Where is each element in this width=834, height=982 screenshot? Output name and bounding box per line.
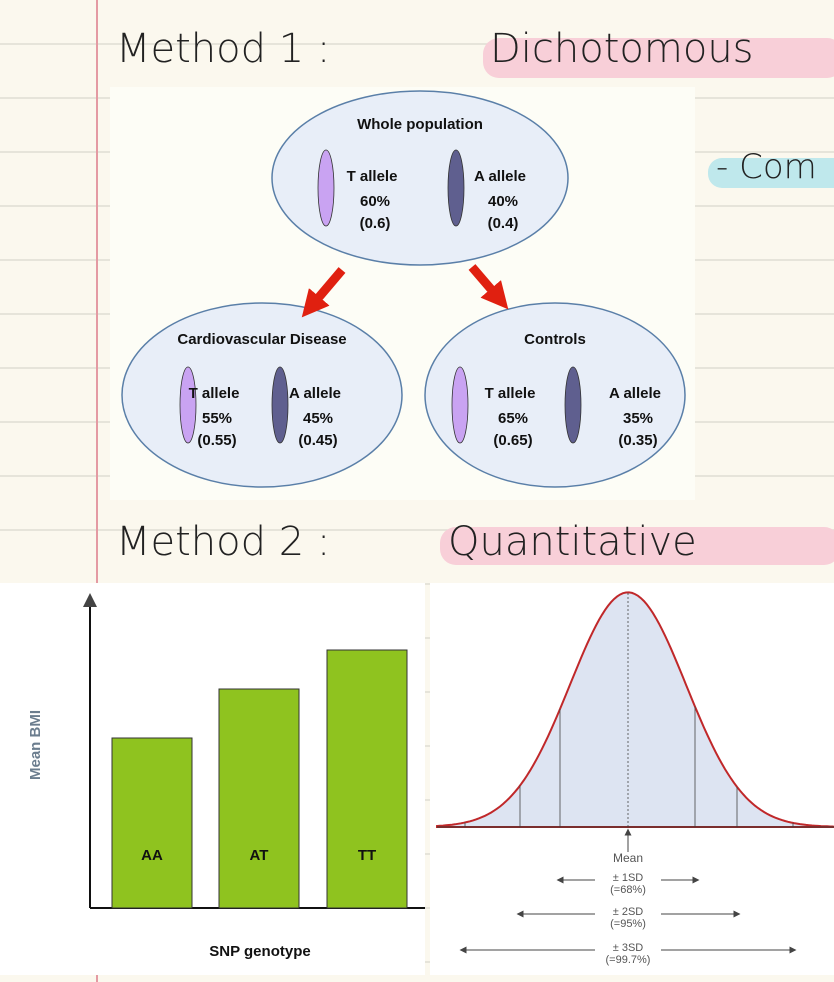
curve-figure: Mean ± 1SD(=68%) ± 2SD(=95%) ± 3SD(=99.7%) (430, 583, 834, 975)
allele-pill (317, 149, 335, 227)
allele-name: A allele (609, 385, 661, 402)
heading: Method 1 : (116, 26, 330, 72)
node (271, 90, 569, 266)
range-percent: (=95%) (610, 918, 646, 930)
allele-pill (447, 149, 465, 227)
allele-name: T allele (347, 168, 398, 185)
allele-name: A allele (474, 168, 526, 185)
node-title: Controls (524, 331, 586, 348)
allele-pill (179, 366, 197, 444)
sub-note: - Com (716, 147, 817, 187)
range-percent: (=99.7%) (606, 954, 651, 966)
allele-diagram: Whole population Cardiovascular Disease … (110, 87, 695, 500)
highlight (708, 158, 834, 188)
node-title: Cardiovascular Disease (177, 331, 346, 348)
node (121, 302, 403, 488)
allele-name: T allele (189, 385, 240, 402)
label-bg (595, 940, 661, 968)
highlight (483, 38, 834, 78)
axis-label: SNP genotype (209, 943, 310, 960)
range-percent: (=68%) (610, 884, 646, 896)
bar (111, 737, 193, 909)
bar (218, 688, 300, 909)
allele-name: A allele (289, 385, 341, 402)
range-label: ± 1SD (613, 872, 644, 884)
arrow (301, 267, 346, 318)
allele-frequency: (0.4) (488, 215, 519, 232)
mean-label: Mean (613, 851, 643, 865)
allele-pill (451, 366, 469, 444)
allele-percent: 60% (360, 193, 390, 210)
range-label: ± 3SD (613, 942, 644, 954)
heading: Method 2 : (116, 519, 330, 565)
normal-curve (436, 591, 834, 828)
label-bg (595, 904, 661, 932)
arrow (468, 264, 509, 310)
allele-name: T allele (485, 385, 536, 402)
allele-frequency: (0.45) (298, 432, 337, 449)
allele-percent: 35% (623, 410, 653, 427)
allele-frequency: (0.65) (493, 432, 532, 449)
allele-percent: 45% (303, 410, 333, 427)
allele-percent: 65% (498, 410, 528, 427)
allele-pill (271, 366, 289, 444)
bar-label: AT (250, 847, 269, 864)
bar-label: AA (141, 847, 163, 864)
allele-percent: 55% (202, 410, 232, 427)
axis-label: Mean BMI (27, 710, 44, 780)
node (424, 302, 686, 488)
allele-frequency: (0.55) (197, 432, 236, 449)
bar (326, 649, 408, 909)
allele-frequency: (0.6) (360, 215, 391, 232)
allele-frequency: (0.35) (618, 432, 657, 449)
allele-pill (564, 366, 582, 444)
bar-label: TT (358, 847, 376, 864)
allele-percent: 40% (488, 193, 518, 210)
bar-figure: AA AT TT Mean BMI SNP genotype (0, 583, 425, 975)
heading-highlight: Quantitative (448, 519, 697, 565)
highlight (440, 527, 834, 565)
heading-highlight: Dichotomous (490, 26, 754, 72)
label-bg (595, 870, 661, 898)
node-title: Whole population (357, 116, 483, 133)
range-label: ± 2SD (613, 906, 644, 918)
